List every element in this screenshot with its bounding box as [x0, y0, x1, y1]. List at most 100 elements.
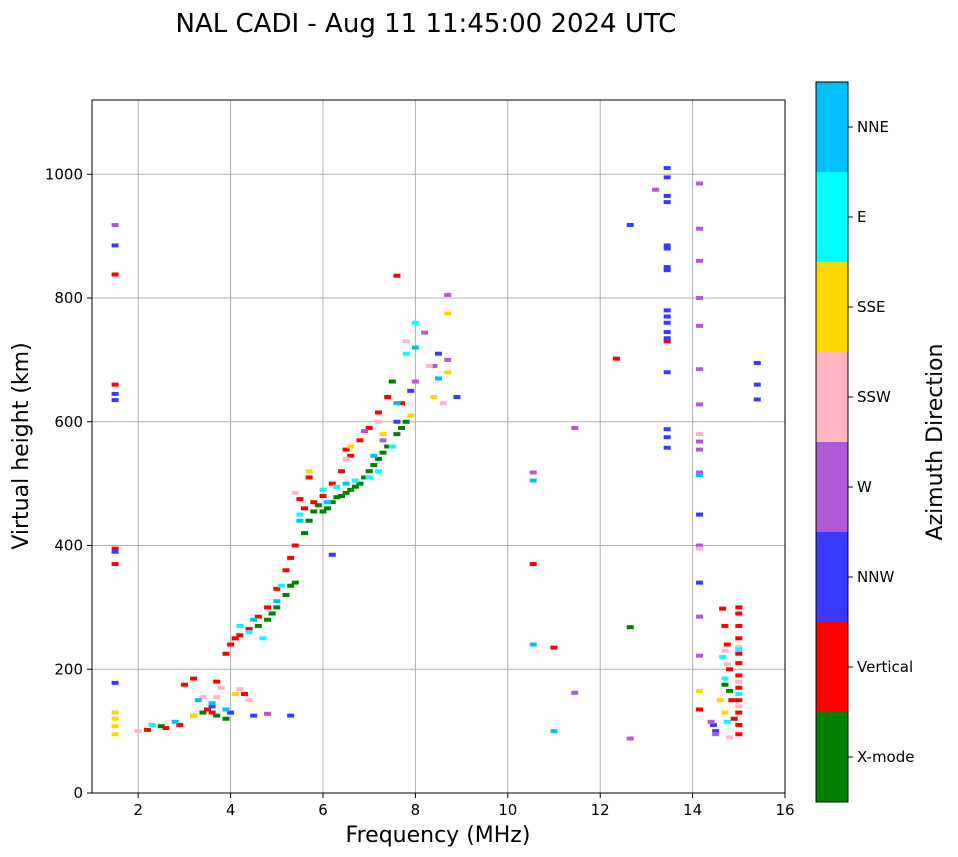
y-tick-label: 0 — [73, 784, 83, 802]
echo-point-nne — [250, 617, 258, 622]
echo-point-vertical — [180, 682, 188, 687]
echo-point-vertical — [529, 562, 537, 567]
echo-point-w — [571, 425, 579, 430]
echo-point-x-mode — [361, 475, 369, 480]
echo-point-nne — [324, 500, 332, 505]
echo-point-sse — [111, 732, 119, 737]
echo-point-sse — [696, 688, 704, 693]
echo-point-e — [148, 722, 156, 727]
echo-point-e — [723, 719, 731, 724]
echo-point-w — [652, 187, 660, 192]
colorbar-segment-nne — [816, 82, 848, 172]
colorbar-segment-x-mode — [816, 712, 848, 802]
echo-point-vertical — [735, 605, 743, 610]
echo-point-vertical — [111, 546, 119, 551]
echo-point-vertical — [273, 586, 281, 591]
echo-point-sse — [407, 413, 415, 418]
y-tick-label: 400 — [54, 537, 83, 555]
echo-point-vertical — [111, 272, 119, 277]
echo-point-ssw — [342, 456, 350, 461]
echo-point-x-mode — [319, 509, 327, 514]
echo-point-w — [712, 732, 720, 737]
echo-point-w — [361, 429, 369, 434]
echo-point-nnw — [663, 427, 671, 432]
echo-point-nnw — [227, 710, 235, 715]
echo-point-e — [245, 630, 253, 635]
echo-point-w — [696, 653, 704, 658]
echo-point-ssw — [374, 419, 382, 424]
echo-point-w — [430, 364, 438, 369]
echo-point-nnw — [663, 193, 671, 198]
echo-point-sse — [347, 444, 355, 449]
echo-point-nnw — [663, 445, 671, 450]
echo-point-nne — [194, 698, 202, 703]
echo-point-x-mode — [388, 379, 396, 384]
echo-point-x-mode — [626, 625, 634, 630]
echo-point-ssw — [217, 685, 225, 690]
x-tick-label: 8 — [411, 801, 421, 819]
echo-point-ssw — [245, 698, 253, 703]
echo-point-vertical — [663, 339, 671, 344]
echo-point-vertical — [236, 633, 244, 638]
echo-point-nnw — [111, 391, 119, 396]
echo-point-vertical — [337, 469, 345, 474]
echo-point-nnw — [753, 397, 761, 402]
echo-point-vertical — [696, 707, 704, 712]
echo-point-sse — [430, 395, 438, 399]
y-tick-label: 1000 — [45, 165, 83, 183]
x-tick-label: 12 — [591, 801, 610, 819]
echo-point-sse — [111, 724, 119, 729]
echo-point-x-mode — [402, 419, 410, 424]
echo-point-vertical — [342, 447, 350, 452]
x-tick-label: 4 — [226, 801, 236, 819]
colorbar-segment-nnw — [816, 532, 848, 622]
colorbar-category-label: NNW — [857, 568, 894, 586]
echo-point-w — [696, 367, 704, 372]
echo-point-vertical — [365, 425, 373, 430]
echo-point-w — [111, 222, 119, 227]
x-tick-label: 14 — [683, 801, 702, 819]
echo-point-w — [444, 357, 452, 362]
echo-point-nnw — [663, 320, 671, 325]
echo-point-x-mode — [356, 481, 364, 486]
echo-point-e — [402, 351, 410, 356]
echo-point-nnw — [663, 370, 671, 375]
echo-point-ssw — [726, 735, 734, 740]
echo-point-nnw — [753, 382, 761, 387]
echo-point-nne — [550, 729, 558, 734]
echo-point-ssw — [735, 679, 743, 684]
echo-point-x-mode — [342, 490, 350, 495]
echo-point-vertical — [374, 410, 382, 415]
echo-point-e — [296, 512, 304, 517]
echo-point-w — [707, 719, 715, 724]
echo-point-nnw — [111, 398, 119, 403]
echo-point-x-mode — [222, 716, 230, 721]
echo-point-nne — [435, 376, 442, 381]
echo-point-vertical — [735, 661, 743, 666]
echo-point-e — [236, 623, 244, 628]
echo-point-vertical — [735, 732, 743, 737]
echo-point-sse — [721, 710, 729, 715]
echo-point-e — [374, 469, 382, 474]
echo-point-w — [529, 470, 537, 475]
echo-point-sse — [379, 432, 387, 437]
echo-point-nnw — [753, 360, 761, 365]
y-axis-label: Virtual height (km) — [9, 342, 34, 549]
echo-point-e — [319, 487, 327, 492]
echo-point-x-mode — [347, 487, 355, 492]
echo-point-w — [696, 226, 704, 231]
echo-point-nne — [342, 481, 350, 486]
echo-point-vertical — [245, 627, 253, 632]
echo-point-e — [719, 654, 727, 659]
echo-point-vertical — [111, 562, 119, 567]
echo-point-e — [259, 636, 267, 641]
echo-point-vertical — [319, 494, 327, 498]
echo-point-w — [444, 292, 452, 297]
echo-point-w — [696, 439, 704, 444]
echo-point-nnw — [663, 265, 671, 270]
echo-point-sse — [111, 710, 119, 715]
colorbar-segment-w — [816, 442, 848, 532]
echo-point-vertical — [328, 481, 336, 486]
echo-point-w — [264, 711, 272, 716]
echo-point-x-mode — [291, 580, 299, 585]
